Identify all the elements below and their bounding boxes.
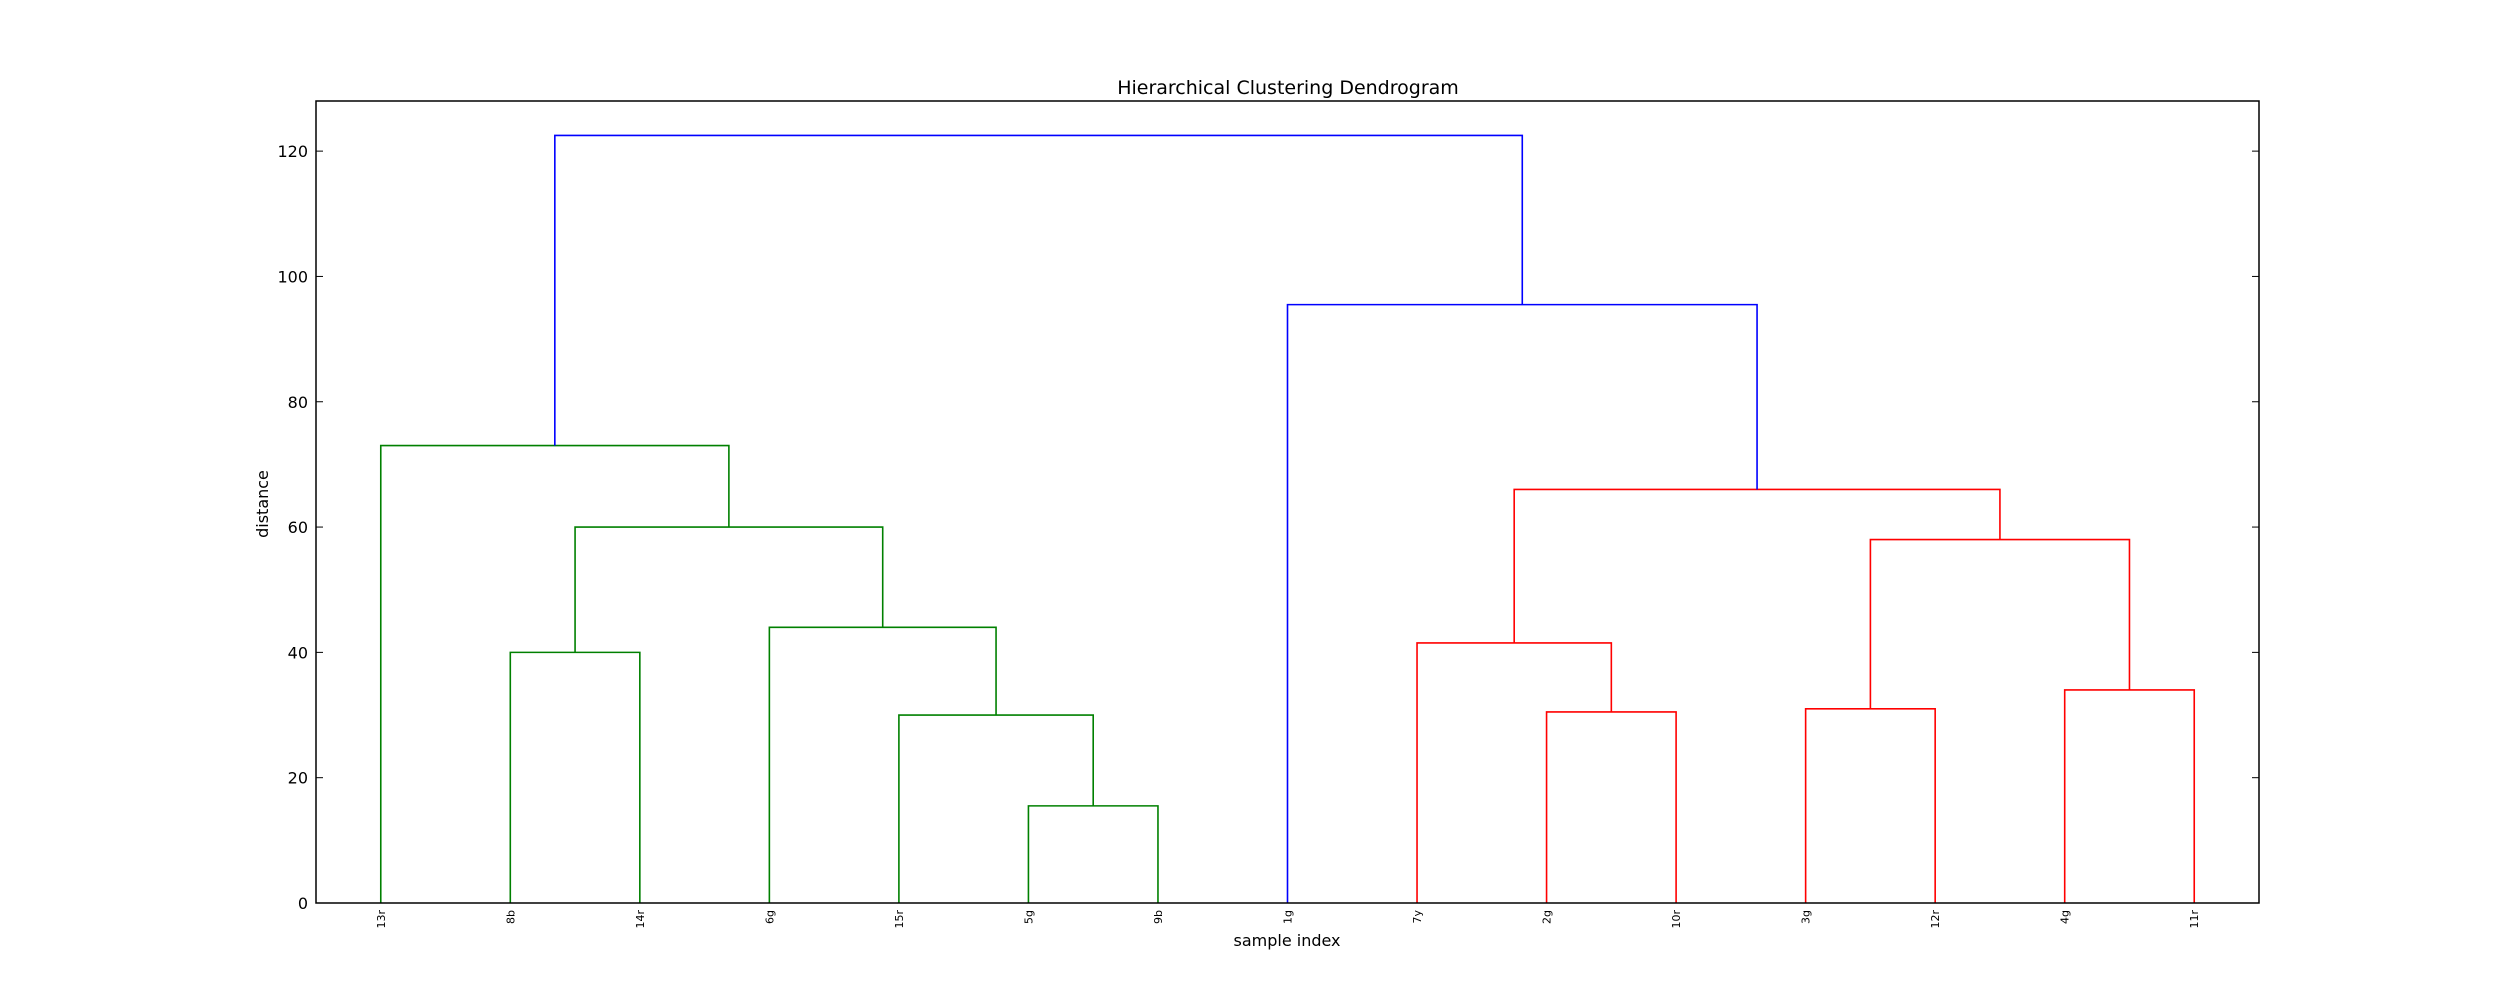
x-tick-label-14r: 14r	[634, 910, 647, 929]
dendrogram-link-1	[1027, 805, 1159, 903]
y-tick-label: 100	[277, 267, 308, 286]
x-tick-label-8b: 8b	[504, 910, 517, 924]
x-tick-label-6g: 6g	[763, 910, 776, 924]
x-tick-label-12r: 12r	[1929, 910, 1942, 929]
dendrogram-link-10	[1416, 642, 1613, 903]
dendrogram-link-5	[574, 526, 884, 653]
y-tick-label: 80	[288, 393, 308, 412]
dendrogram-link-8	[1804, 707, 1936, 903]
y-tick-label: 0	[298, 894, 308, 913]
chart-title: Hierarchical Clustering Dendrogram	[1117, 77, 1459, 99]
x-tick-label-2g: 2g	[1541, 910, 1554, 924]
x-tick-label-11r: 11r	[2188, 910, 2201, 929]
x-tick-label-13r: 13r	[375, 910, 388, 929]
axis-ticks: 0 20 40 60 80 100 120 13r 8b 14r 6g 15r 5g 9b 1g 7y 2g 10…	[277, 142, 2259, 929]
dendrogram-link-2	[898, 714, 1094, 903]
y-axis-label: distance	[253, 470, 272, 538]
y-tick-label: 120	[277, 142, 308, 161]
x-tick-label-5g: 5g	[1022, 910, 1035, 924]
x-axis-label: sample index	[1233, 931, 1340, 950]
dendrogram-link-11	[1869, 538, 2131, 709]
dendrogram-link-6	[379, 444, 730, 903]
plot-area-frame	[315, 100, 2260, 904]
dendrogram-link-7	[1545, 711, 1677, 903]
y-tick-label: 20	[288, 769, 308, 788]
y-tick-label: 40	[288, 643, 308, 662]
dendrogram-link-13	[1286, 303, 1758, 903]
dendrogram-link-12	[1513, 488, 2001, 643]
dendrogram-links	[379, 134, 2196, 903]
x-tick-label-10r: 10r	[1670, 910, 1683, 929]
x-tick-label-7y: 7y	[1411, 910, 1424, 924]
x-tick-label-4g: 4g	[2059, 910, 2072, 924]
y-tick-label: 60	[288, 518, 308, 537]
x-tick-label-1g: 1g	[1282, 910, 1295, 924]
x-tick-label-3g: 3g	[1800, 910, 1813, 924]
x-tick-label-15r: 15r	[893, 910, 906, 929]
dendrogram-link-9	[2063, 689, 2196, 903]
x-tick-label-9b: 9b	[1152, 910, 1165, 924]
dendrogram-link-3	[509, 651, 641, 903]
dendrogram-link-14	[554, 134, 1524, 446]
dendrogram-link-4	[768, 626, 997, 903]
